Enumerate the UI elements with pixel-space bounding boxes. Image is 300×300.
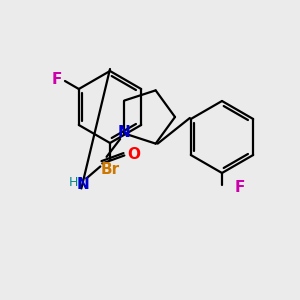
Text: Br: Br — [100, 163, 120, 178]
Text: F: F — [52, 71, 62, 86]
Text: O: O — [127, 147, 140, 162]
Text: N: N — [77, 177, 90, 192]
Text: F: F — [235, 179, 245, 194]
Text: H: H — [69, 176, 78, 189]
Text: N: N — [118, 125, 131, 140]
